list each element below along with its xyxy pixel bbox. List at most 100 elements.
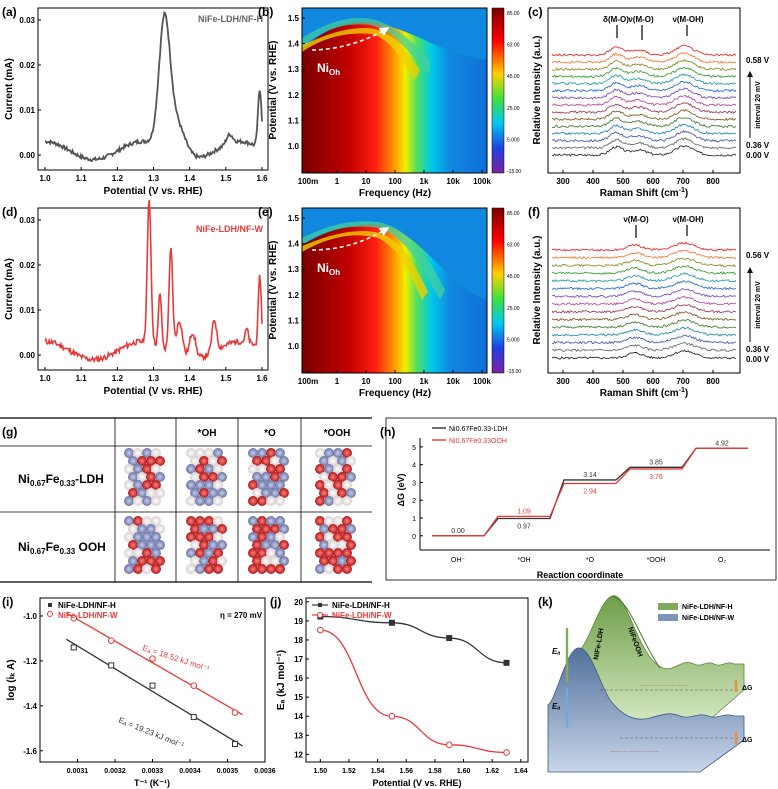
panel-b-label: (b) [258, 5, 273, 19]
panel-h-legend-ldh: Ni0.67Fe0.33-LDH [449, 426, 507, 433]
panel-c-spectrum-3 [551, 123, 737, 136]
panel-j-point-w-1 [388, 712, 396, 720]
panel-a-xtick-5: 1.5 [220, 174, 232, 183]
panel-k-dg-2: ΔG [742, 737, 753, 744]
panel-d-xtick-1: 1.1 [76, 374, 88, 383]
panel-i-xtick-3: 0.0034 [179, 768, 201, 775]
panel-j-xtick-0: 1.50 [314, 768, 328, 775]
panel-f-spectrum-4 [551, 319, 736, 329]
panel-b-xtick-4: 1k [420, 177, 429, 186]
panel-b-cbar-5: -15.00 [507, 169, 521, 175]
panel-h-step-3: *OOH [647, 557, 666, 564]
panel-g-col-oh: *OH [198, 428, 217, 439]
panel-j-point-h-1 [388, 619, 395, 626]
panel-a-ytick-2: 0.02 [19, 61, 35, 70]
panel-c-v-low2: 0.00 V [746, 151, 770, 160]
panel-c-xlabel: Raman Shift (cm-1) [600, 187, 688, 199]
panel-f-spectrum-13 [551, 249, 737, 260]
panel-b-yticks: 1.0 1.1 1.2 1.3 1.4 1.5 [288, 14, 305, 151]
panel-j-label: (j) [270, 595, 281, 609]
panel-a-ytick-0: 0.00 [19, 151, 35, 160]
panel-d-ytick-2: 0.02 [19, 261, 35, 270]
panel-j-ytick-1: 13 [294, 731, 303, 740]
panel-b-ytick-3: 1.3 [288, 65, 300, 74]
panel-j-ytick-2: 14 [294, 712, 303, 721]
panel-e-cbar-3: 25.00 [507, 306, 520, 312]
panel-b-cbar-1: 63.00 [507, 43, 520, 49]
panel-j-ylabel: Eₐ (kJ mol⁻¹) [276, 650, 287, 710]
svg-text:——— — ——— — ———: ——— — ——— — ——— [610, 748, 658, 753]
panel-a-xtick-0: 1.0 [39, 174, 51, 183]
panel-c-spectrum-14 [551, 44, 737, 57]
panel-e-label: (e) [258, 205, 273, 219]
panel-h: (h) 0 1 2 3 4 5 OH⁻ *OH *O *OOH O₂ 0.00 0.97 1.09 3.1… [380, 417, 777, 581]
panel-b-colorbar [491, 7, 505, 174]
panel-h-data-label-5: 3.85 [649, 459, 663, 466]
molecule-cluster-2 [248, 448, 289, 506]
panel-f-frame [547, 207, 741, 374]
panel-h-plot: 0.00 0.97 1.09 3.14 2.94 3.85 3.76 4.92 [432, 440, 748, 537]
panel-c-label: (c) [528, 5, 543, 19]
panel-j-point-w-2 [445, 741, 453, 749]
panel-b-ytick-1: 1.1 [288, 116, 300, 125]
panel-h-data-label-3: 3.14 [583, 472, 597, 479]
panel-d-xtick-3: 1.3 [148, 374, 160, 383]
panel-b-xtick-2: 10 [362, 177, 371, 186]
panel-j-point-w-0 [317, 626, 324, 634]
panel-h-ytick-3: 3 [412, 480, 416, 487]
panel-d-ytick-3: 0.03 [19, 216, 35, 225]
panel-c-spectrum-10 [551, 73, 737, 86]
panel-b-xtick-5: 10k [446, 177, 460, 186]
panel-c-peak-3: ν(M-OH) [672, 15, 703, 24]
panel-f-spectrum-14 [551, 241, 737, 252]
panel-b-ytick-0: 1.0 [288, 142, 300, 151]
panel-h-ylabel: ΔG (eV) [396, 474, 406, 507]
panel-c-spectrum-11 [551, 66, 737, 79]
panel-a-xtick-6: 1.6 [256, 174, 268, 183]
panel-j-ytick-7: 19 [294, 617, 303, 626]
panel-i-xtick-1: 0.0032 [104, 768, 126, 775]
panel-c-xtick-5: 800 [706, 177, 720, 186]
panel-i-legend: NiFe-LDH/NF-H NiFe-LDH/NF-W [47, 601, 118, 620]
panel-c-spectrum-0 [551, 145, 737, 157]
panel-d: (d) NiFe-LDH/NF-W 1.0 1.1 1.2 1.3 1.4 1.5 1.6 … [2, 199, 269, 397]
panel-f-spectrum-2 [551, 334, 737, 345]
panel-d-label: (d) [2, 205, 17, 219]
panel-i-xtick-4: 0.0035 [217, 768, 239, 775]
panel-a-xtick-2: 1.2 [112, 174, 124, 183]
panel-b-cbar-0: 85.00 [507, 11, 520, 17]
molecule-cluster-7 [315, 516, 356, 574]
panel-c-frame [547, 7, 741, 174]
panel-a-label: (a) [2, 5, 17, 19]
panel-i-line-0 [65, 638, 243, 747]
panel-e-yticks: 1.0 1.1 1.2 1.3 1.4 1.5 [288, 214, 305, 351]
panel-d-xtick-0: 1.0 [39, 374, 51, 383]
panel-i-xtick-5: 0.0036 [254, 768, 276, 775]
panel-j-xtick-6: 1.62 [485, 768, 499, 775]
panel-a-xtick-1: 1.1 [76, 174, 88, 183]
panel-i-point-w-4 [231, 709, 239, 716]
panel-i-legend-w: NiFe-LDH/NF-W [58, 611, 118, 620]
panel-f-peak-labels: ν(M-O) ν(M-OH) [623, 215, 704, 238]
panel-j-ytick-3: 15 [294, 693, 303, 702]
panel-g-col-ooh: *OOH [324, 428, 351, 439]
panel-e-xtick-4: 1k [420, 377, 429, 386]
panel-e-ylabel: Potential (V vs. RHE) [268, 241, 279, 340]
panel-d-xlabel: Potential (V vs. RHE) [104, 386, 203, 397]
panel-i-ytick-1: -1.2 [23, 657, 37, 666]
panel-f-spectrum-1 [551, 341, 737, 353]
panel-a-current-curve [44, 10, 263, 163]
panel-c-spectrum-5 [551, 108, 737, 121]
panel-i-point-h-2 [149, 682, 156, 689]
panel-h-data-label-1: 0.97 [517, 524, 531, 531]
panel-a-xtick-4: 1.4 [184, 174, 196, 183]
panel-b-xticks: 100m 1 10 100 1k 10k 100k [298, 170, 491, 186]
panel-e-cbar-4: 5.000 [507, 337, 520, 343]
panel-f-interval: interval 20 mV [755, 281, 762, 329]
panel-a-xticks: 1.0 1.1 1.2 1.3 1.4 1.5 1.6 [39, 167, 268, 183]
panel-h-legend: Ni0.67Fe0.33-LDH Ni0.67Fe0.33OOH [432, 426, 507, 445]
panel-f-xtick-3: 600 [646, 377, 660, 386]
panel-f-xtick-5: 800 [706, 377, 720, 386]
panel-f-spectrum-3 [551, 326, 737, 337]
